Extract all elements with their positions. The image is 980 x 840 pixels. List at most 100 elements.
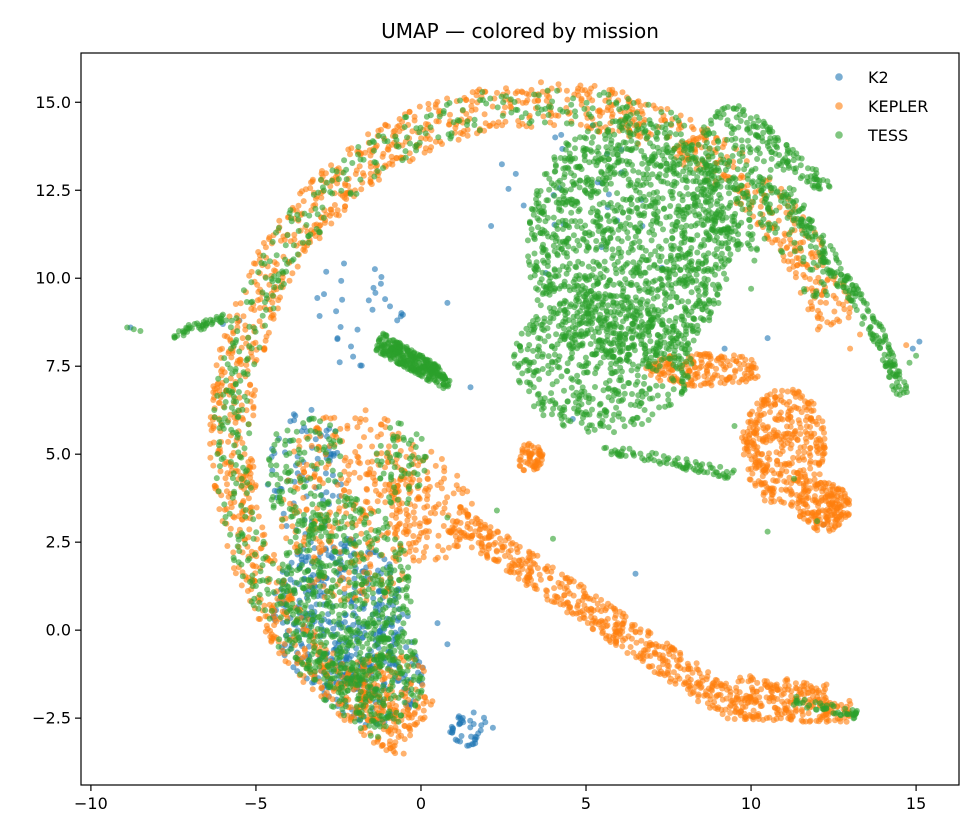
- point-kepler: [748, 684, 755, 691]
- point-kepler: [780, 238, 787, 244]
- point-kepler: [249, 562, 256, 568]
- point-kepler: [805, 518, 812, 525]
- point-kepler: [326, 523, 333, 530]
- point-tess: [594, 128, 601, 135]
- point-k2: [370, 284, 377, 291]
- point-tess: [531, 232, 538, 239]
- point-kepler: [411, 709, 418, 716]
- point-kepler: [787, 251, 794, 258]
- point-kepler: [517, 453, 524, 460]
- point-kepler: [655, 643, 662, 650]
- point-kepler: [831, 510, 838, 517]
- point-kepler: [420, 554, 427, 561]
- point-kepler: [517, 463, 524, 469]
- point-kepler: [742, 356, 749, 363]
- point-kepler: [515, 118, 522, 124]
- point-kepler: [799, 393, 806, 400]
- point-tess: [577, 218, 584, 225]
- point-kepler: [763, 715, 770, 722]
- point-kepler: [477, 518, 484, 525]
- point-kepler: [381, 675, 388, 682]
- point-kepler: [609, 114, 615, 120]
- point-k2: [333, 308, 340, 315]
- point-kepler: [361, 434, 367, 441]
- point-kepler: [690, 126, 697, 133]
- point-kepler: [367, 163, 374, 170]
- point-kepler: [689, 669, 696, 676]
- point-kepler: [424, 496, 430, 503]
- point-tess: [712, 271, 718, 278]
- point-k2: [327, 451, 334, 458]
- point-kepler: [239, 335, 246, 342]
- points-layer: [124, 79, 923, 757]
- point-kepler: [502, 553, 508, 559]
- point-kepler: [758, 481, 765, 487]
- point-kepler: [788, 693, 795, 700]
- point-tess: [524, 237, 531, 244]
- point-kepler: [223, 459, 230, 465]
- point-kepler: [798, 409, 805, 416]
- point-kepler: [410, 509, 417, 516]
- point-kepler: [831, 308, 838, 315]
- point-kepler: [751, 430, 758, 437]
- point-kepler: [377, 492, 384, 499]
- point-kepler: [819, 452, 826, 458]
- point-kepler: [587, 605, 594, 612]
- point-kepler: [792, 270, 799, 276]
- point-kepler: [802, 417, 809, 424]
- point-kepler: [751, 443, 758, 450]
- point-kepler: [450, 490, 457, 497]
- point-kepler: [577, 609, 584, 616]
- point-kepler: [341, 207, 348, 213]
- point-kepler: [784, 388, 791, 395]
- point-kepler: [772, 401, 779, 408]
- point-kepler: [675, 126, 682, 133]
- point-kepler: [472, 520, 479, 527]
- point-kepler: [524, 446, 531, 452]
- point-tess: [642, 247, 649, 254]
- point-kepler: [228, 354, 235, 361]
- point-kepler: [781, 478, 788, 485]
- point-kepler: [329, 696, 336, 703]
- point-k2: [378, 274, 385, 280]
- point-kepler: [774, 396, 781, 403]
- point-kepler: [788, 418, 795, 425]
- point-k2: [520, 202, 527, 209]
- point-kepler: [425, 518, 432, 525]
- point-kepler: [666, 678, 673, 685]
- point-kepler: [801, 449, 808, 456]
- point-kepler: [771, 427, 778, 434]
- point-kepler: [342, 182, 349, 189]
- point-tess: [645, 256, 652, 263]
- point-tess: [570, 232, 577, 239]
- point-k2: [372, 289, 379, 296]
- point-kepler: [489, 103, 496, 110]
- point-kepler: [750, 364, 757, 371]
- point-kepler: [726, 375, 733, 381]
- point-kepler: [802, 428, 809, 435]
- point-k2: [329, 555, 336, 561]
- point-kepler: [309, 178, 316, 185]
- point-k2: [334, 336, 341, 343]
- point-kepler: [295, 437, 302, 444]
- point-tess: [669, 189, 676, 195]
- point-kepler: [289, 523, 296, 530]
- point-kepler: [826, 501, 833, 508]
- point-k2: [323, 268, 330, 275]
- point-kepler: [766, 431, 773, 438]
- point-kepler: [753, 688, 760, 695]
- point-tess: [625, 182, 632, 189]
- point-kepler: [777, 472, 784, 479]
- point-kepler: [805, 487, 812, 494]
- point-kepler: [477, 526, 484, 533]
- point-kepler: [382, 121, 389, 128]
- point-kepler: [757, 203, 764, 210]
- point-kepler: [606, 637, 613, 644]
- point-kepler: [760, 467, 767, 474]
- point-kepler: [502, 118, 509, 125]
- point-kepler: [427, 510, 434, 516]
- point-kepler: [555, 81, 562, 88]
- point-kepler: [705, 353, 712, 360]
- point-kepler: [792, 685, 799, 691]
